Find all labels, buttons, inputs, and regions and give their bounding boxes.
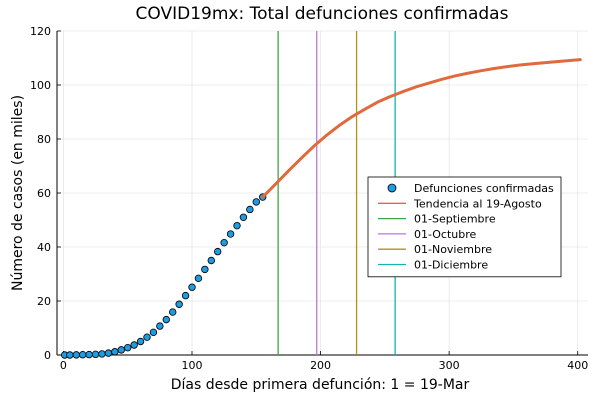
data-point: [239, 213, 248, 221]
chart-title: COVID19mx: Total defunciones confirmadas: [136, 4, 509, 24]
data-point: [207, 256, 215, 265]
data-point: [246, 205, 254, 214]
trend-line: [261, 58, 582, 199]
legend-label: 01-Octubre: [414, 228, 477, 241]
y-tick-label: 0: [44, 349, 51, 362]
data-point: [124, 344, 132, 352]
legend-label: 01-Septiembre: [414, 213, 496, 226]
legend-marker: [387, 183, 397, 193]
data-point: [98, 350, 106, 358]
data-point: [85, 350, 93, 359]
y-tick-label: 100: [30, 79, 51, 92]
data-point: [252, 198, 260, 206]
tick-labels: 0 100 200 300 400 0 20 40 60 80 100 120: [30, 25, 588, 372]
data-point: [175, 300, 183, 308]
axes-frame: [56, 30, 588, 356]
data-point: [233, 221, 241, 230]
data-point: [104, 349, 113, 357]
data-point: [143, 333, 151, 341]
y-tick-label: 20: [37, 295, 51, 308]
legend-label: Tendencia al 19-Agosto: [413, 197, 542, 210]
data-point: [201, 265, 209, 274]
x-tick-label: 300: [439, 359, 460, 372]
data-point: [181, 291, 190, 300]
data-point: [220, 238, 228, 247]
data-point: [149, 328, 158, 337]
x-tick-label: 200: [310, 359, 331, 372]
data-point: [214, 247, 222, 256]
data-point: [117, 346, 125, 354]
data-point: [66, 351, 74, 359]
data-point: [156, 322, 164, 330]
x-tick-label: 0: [60, 359, 67, 372]
data-point: [194, 274, 203, 283]
y-tick-label: 40: [37, 241, 51, 254]
x-axis-label: Días desde primera defunción: 1 = 19-Mar: [171, 377, 470, 393]
legend-label: 01-Noviembre: [414, 243, 492, 256]
data-point: [162, 315, 170, 324]
data-series: [61, 58, 582, 359]
y-axis-label: Número de casos (en miles): [10, 95, 26, 291]
y-tick-label: 60: [37, 187, 51, 200]
legend-label: 01-Diciembre: [414, 259, 488, 272]
data-point: [72, 351, 80, 359]
legend: Defunciones confirmadas Tendencia al 19-A…: [367, 176, 562, 278]
data-point: [136, 337, 145, 346]
x-tick-label: 400: [567, 359, 588, 372]
legend-box: [367, 176, 562, 278]
data-point: [169, 308, 177, 316]
data-point: [91, 350, 100, 359]
y-tick-label: 80: [37, 133, 51, 146]
x-tick-label: 100: [182, 359, 203, 372]
data-point: [111, 348, 119, 356]
data-point: [130, 341, 138, 349]
data-point: [79, 351, 87, 359]
data-point: [188, 283, 196, 291]
legend-label: Defunciones confirmadas: [414, 182, 554, 195]
data-point: [226, 230, 235, 238]
y-tick-label: 120: [30, 25, 51, 38]
